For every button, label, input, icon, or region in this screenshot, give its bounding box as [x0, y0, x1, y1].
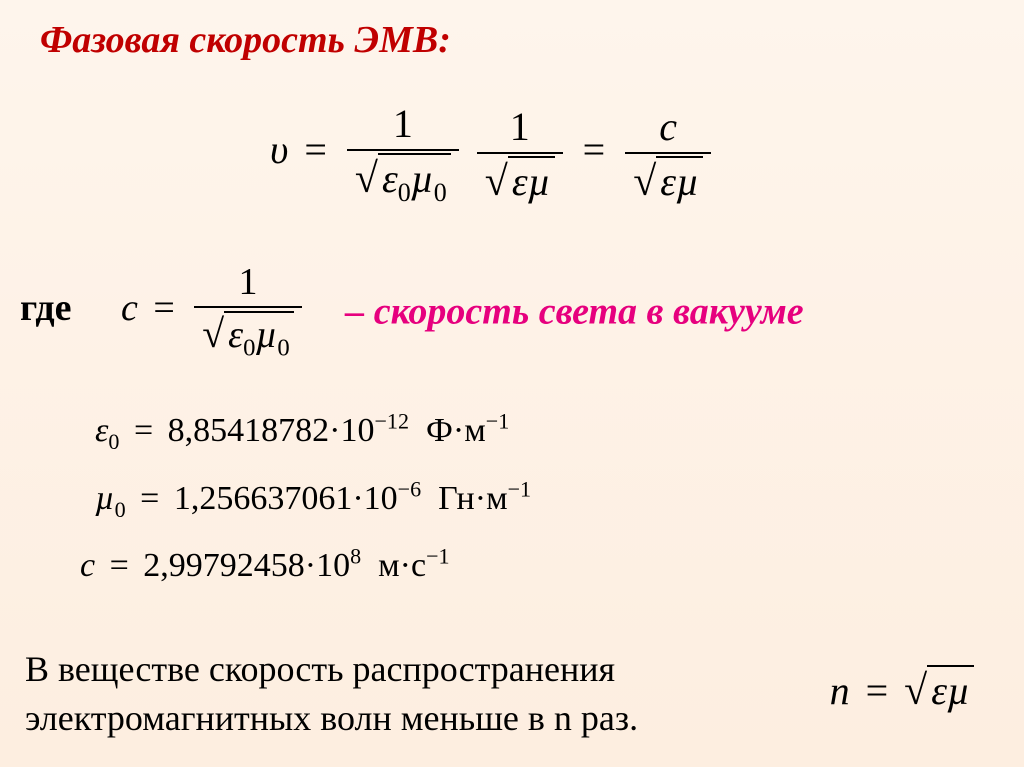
unit: м — [486, 480, 508, 517]
c-eq: = — [153, 287, 174, 329]
fraction-1: 1 ε0µ0 — [347, 100, 459, 208]
unit: м — [378, 547, 400, 584]
dot: · — [453, 412, 464, 449]
frac1-den: ε0µ0 — [347, 149, 459, 208]
eps: ε — [931, 668, 947, 713]
mu0-sym: µ — [95, 480, 115, 517]
c-sym: c — [80, 547, 95, 584]
frac1-num: 1 — [347, 100, 459, 149]
c-fraction: 1 ε0µ0 — [194, 260, 301, 363]
sqrt-n: εµ — [904, 665, 974, 715]
equals: = — [304, 127, 327, 172]
eps: ε — [660, 159, 676, 204]
eps0-val: 8,85418782 — [168, 412, 330, 449]
ten: 10 — [340, 412, 374, 449]
n-lhs: n — [830, 668, 850, 713]
mu0-exp: −6 — [398, 476, 422, 501]
eps: ε — [228, 314, 243, 356]
eps0-sub: 0 — [108, 429, 119, 454]
epsilon-0-row: ε0 = 8,85418782·10−12 Ф·м−1 — [95, 400, 531, 462]
mu-sub: 0 — [277, 335, 289, 362]
c-num: 1 — [194, 260, 301, 306]
frac3-num: c — [625, 103, 711, 152]
slide-title: Фазовая скорость ЭМВ: — [40, 18, 451, 62]
mu: µ — [411, 156, 434, 201]
frac2-num: 1 — [477, 103, 563, 152]
mu0-sub: 0 — [115, 496, 126, 521]
dot: · — [400, 547, 411, 584]
eps: ε — [512, 159, 528, 204]
mu-0-row: µ0 = 1,256637061·10−6 Гн·м−1 — [95, 468, 531, 530]
ten: 10 — [316, 547, 350, 584]
fraction-3: c εµ — [625, 103, 711, 206]
c-val: 2,99792458 — [143, 547, 305, 584]
equals-2: = — [583, 127, 606, 172]
bottom-line-1: В веществе скорость распространения — [25, 645, 805, 694]
constants-block: ε0 = 8,85418782·10−12 Ф·м−1 µ0 = 1,25663… — [95, 400, 531, 602]
bottom-text: В веществе скорость распространения элек… — [25, 645, 805, 742]
unit-exp: −1 — [426, 544, 450, 569]
eps0-exp: −12 — [374, 409, 409, 434]
dot: · — [475, 480, 486, 517]
mu0-val: 1,256637061 — [174, 480, 353, 517]
c-definition: c = 1 ε0µ0 — [121, 260, 306, 363]
frac2-den: εµ — [477, 152, 563, 206]
unit: Гн — [438, 480, 475, 517]
refractive-index-equation: n = εµ — [830, 665, 974, 715]
eq: = — [134, 412, 153, 449]
eq: = — [110, 547, 129, 584]
frac3-den: εµ — [625, 152, 711, 206]
bottom-line-2: электромагнитных волн меньше в n раз. — [25, 694, 805, 743]
sqrt-c: ε0µ0 — [202, 310, 293, 363]
fraction-2: 1 εµ — [477, 103, 563, 206]
mu-sub: 0 — [434, 178, 447, 207]
eq: = — [140, 480, 159, 517]
unit: Ф — [426, 412, 453, 449]
n-eq: = — [866, 668, 889, 713]
sqrt-eps-mu: εµ — [485, 156, 555, 206]
mu: µ — [256, 314, 278, 356]
unit-exp: −1 — [508, 476, 532, 501]
c-den: ε0µ0 — [194, 306, 301, 363]
speed-of-light-label: – скорость света в вакууме — [345, 290, 803, 332]
unit-exp: −1 — [486, 409, 510, 434]
unit: с — [411, 547, 426, 584]
mu: µ — [528, 159, 551, 204]
eps-sub: 0 — [243, 335, 255, 362]
dot: · — [329, 412, 340, 449]
where-row: где c = 1 ε0µ0 – скорость света в вакуум… — [20, 260, 804, 363]
eps-sub: 0 — [398, 178, 411, 207]
ten: 10 — [364, 480, 398, 517]
c-lhs: c — [121, 287, 138, 329]
sqrt-eps-mu-2: εµ — [633, 156, 703, 206]
dot: · — [352, 480, 363, 517]
sqrt-eps0-mu0: ε0µ0 — [355, 153, 451, 208]
phase-velocity-equation: υ = 1 ε0µ0 1 εµ = c εµ — [270, 100, 715, 208]
eps: ε — [382, 156, 398, 201]
mu: µ — [676, 159, 699, 204]
c-row: c = 2,99792458·108 м·с−1 — [80, 535, 531, 596]
unit: м — [464, 412, 486, 449]
mu: µ — [947, 668, 970, 713]
eps0-sym: ε — [95, 412, 108, 449]
where-label: где — [20, 287, 71, 329]
c-exp: 8 — [350, 544, 361, 569]
dot: · — [305, 547, 316, 584]
lhs-upsilon: υ — [270, 127, 288, 172]
